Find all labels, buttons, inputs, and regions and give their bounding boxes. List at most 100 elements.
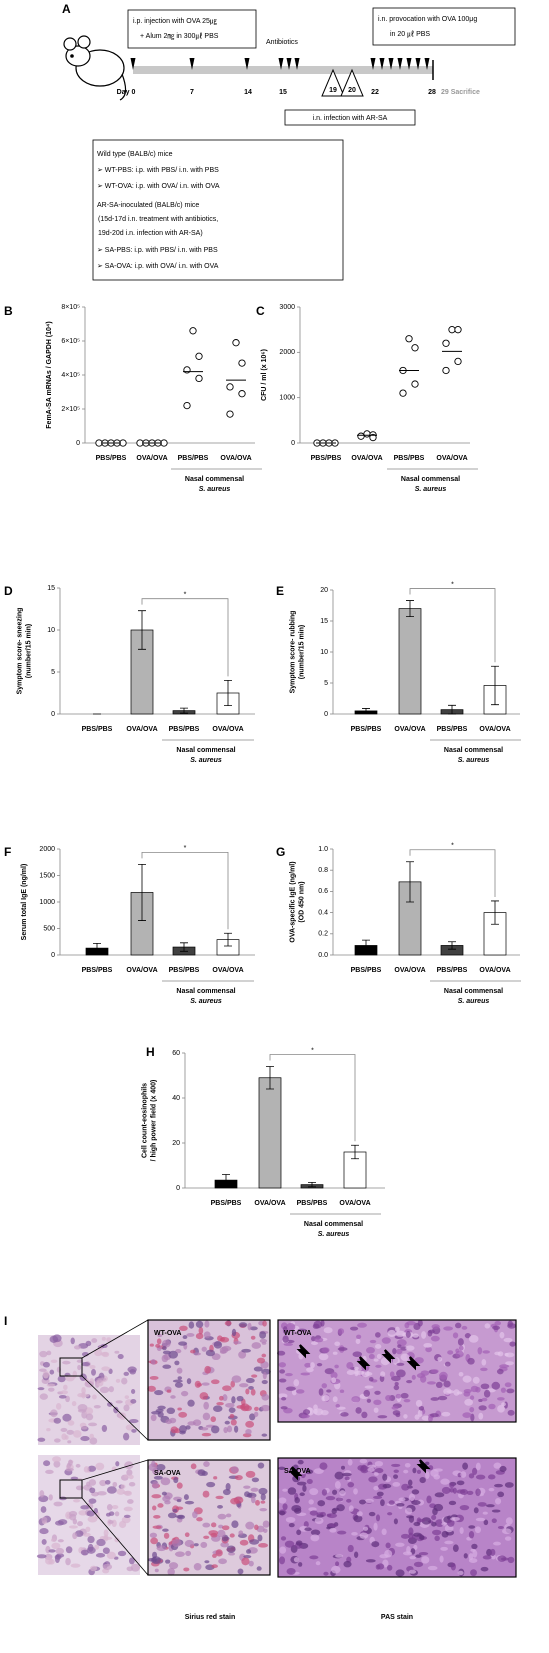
cell [293, 1379, 300, 1387]
cell [58, 1395, 67, 1399]
x-tick-label: PBS/PBS [178, 455, 209, 462]
data-point [238, 390, 246, 398]
cell [406, 1515, 415, 1519]
cell [504, 1382, 512, 1388]
y-tick-label: 1000 [39, 899, 55, 906]
cell [217, 1504, 223, 1509]
cell [369, 1339, 377, 1344]
cell [188, 1321, 195, 1329]
cell [320, 1319, 325, 1327]
chart: D 0 5 10 15 Symptom score- sneezing (number/15… [4, 584, 255, 764]
cell [441, 1411, 451, 1417]
cell [500, 1387, 506, 1393]
antibiotics-label: Antibiotics [266, 39, 298, 46]
x-tick-label: PBS/PBS [394, 455, 425, 462]
cell [190, 1349, 196, 1354]
cell [430, 1469, 439, 1477]
cell [296, 1481, 307, 1486]
cell [113, 1406, 119, 1414]
cell [350, 1326, 359, 1331]
cell [313, 1408, 318, 1415]
y-tick-label: 10 [47, 627, 55, 634]
x-tick-label: PBS/PBS [311, 455, 342, 462]
cell [301, 1414, 310, 1419]
y-tick-label: 0 [51, 711, 55, 718]
panel-a: A i.p. injection with OVA 25㎍ + Alum 2㎎ … [62, 2, 516, 281]
cell [462, 1412, 472, 1419]
cell [186, 1378, 192, 1385]
y-tick-label: 10 [320, 649, 328, 656]
cell [131, 1428, 137, 1433]
significance-bracket [141, 598, 229, 677]
cell [123, 1404, 130, 1412]
error-bar [138, 610, 146, 650]
cell [114, 1537, 120, 1543]
legend-text: ➢ WT-PBS: i.p. with PBS/ i.n. with PBS [97, 167, 219, 174]
error-bar [266, 1066, 274, 1090]
cell [228, 1552, 236, 1556]
cell [166, 1407, 176, 1415]
cell [431, 1324, 440, 1330]
cell [297, 1459, 304, 1465]
cell [341, 1472, 352, 1477]
cell [106, 1337, 112, 1342]
cell [440, 1546, 448, 1551]
group-label: Nasal commensal [444, 747, 503, 754]
micrograph [147, 1459, 271, 1576]
cell [208, 1530, 219, 1536]
cell [329, 1527, 337, 1533]
cell [346, 1498, 352, 1503]
cell [107, 1402, 113, 1407]
cell [454, 1322, 462, 1329]
cell [204, 1320, 210, 1328]
error-bar [308, 1181, 316, 1188]
cell [431, 1529, 442, 1536]
panel-letter: B [4, 304, 13, 318]
data-point [195, 374, 203, 383]
cell [411, 1489, 420, 1495]
day-label: 20 [348, 87, 356, 94]
cell [494, 1351, 501, 1356]
error-bar [180, 707, 188, 714]
cell [231, 1375, 242, 1383]
mouse-icon [63, 35, 127, 101]
cell [244, 1491, 251, 1498]
y-tick-label: 0.0 [318, 952, 328, 959]
cell [311, 1341, 318, 1346]
data-point [405, 335, 413, 343]
cell [400, 1353, 410, 1362]
cell [319, 1462, 328, 1470]
cell [162, 1495, 171, 1502]
cell [283, 1342, 294, 1346]
data-point [442, 366, 450, 375]
group-label: S. aureus [458, 757, 490, 764]
y-tick-label: 20 [320, 587, 328, 594]
cell [316, 1362, 323, 1367]
cell [278, 1466, 286, 1470]
day-label: 14 [244, 89, 252, 96]
cell [180, 1390, 189, 1397]
cell [50, 1409, 58, 1418]
cell [194, 1380, 201, 1388]
cell [482, 1350, 490, 1354]
cell [148, 1463, 158, 1471]
cell [437, 1395, 448, 1401]
cell [106, 1486, 117, 1494]
cell [393, 1469, 399, 1473]
cell [75, 1463, 81, 1468]
cell [375, 1514, 381, 1522]
cell [434, 1535, 440, 1542]
y-axis-label: CFU / ml (x 10⁶) [261, 349, 268, 401]
cell [172, 1379, 183, 1383]
cell [335, 1497, 344, 1502]
cell [228, 1407, 236, 1413]
cell [211, 1564, 218, 1569]
cell [77, 1409, 87, 1413]
cell [206, 1481, 216, 1488]
cell [96, 1538, 106, 1547]
x-tick-label: OVA/OVA [479, 967, 510, 974]
cell [104, 1479, 111, 1485]
cell [385, 1542, 391, 1549]
cell [314, 1517, 324, 1525]
cell [470, 1548, 476, 1552]
